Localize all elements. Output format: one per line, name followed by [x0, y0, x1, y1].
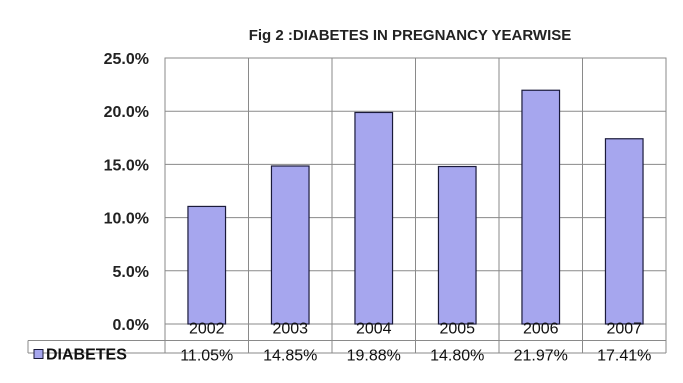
- x-tick-label: 2003: [272, 321, 308, 338]
- y-tick-label: 10.0%: [104, 211, 149, 228]
- y-tick-label: 25.0%: [104, 51, 149, 68]
- bar-2004: [354, 111, 394, 325]
- legend-label: DIABETES: [46, 347, 127, 364]
- data-table: 2002 2003 2004 2005 2006 2007 DIABETES 11.05% 14…: [27, 321, 666, 365]
- data-table-cell: 11.05%: [180, 348, 233, 365]
- chart-title: Fig 2 :DIABETES IN PREGNANCY YEARWISE: [249, 27, 572, 44]
- x-tick-label: 2005: [439, 321, 475, 338]
- data-table-cell: 19.88%: [347, 348, 401, 365]
- data-table-cell: 14.85%: [263, 348, 317, 365]
- y-tick-label: 15.0%: [104, 157, 149, 174]
- x-tick-label: 2002: [189, 321, 225, 338]
- legend-swatch: [33, 349, 44, 359]
- x-tick-label: 2007: [606, 321, 642, 338]
- y-axis-ticks: 0.0% 5.0% 10.0% 15.0% 20.0% 25.0%: [104, 51, 149, 334]
- bar-2002: [187, 205, 227, 325]
- data-table-cell: 21.97%: [514, 348, 568, 365]
- data-table-cell: 17.41%: [597, 348, 651, 365]
- data-table-cell: 14.80%: [430, 348, 484, 365]
- x-tick-label: 2004: [356, 321, 392, 338]
- y-tick-label: 20.0%: [104, 104, 149, 121]
- gridlines: [164, 57, 667, 353]
- y-tick-label: 0.0%: [113, 317, 149, 334]
- bar-2006: [521, 89, 561, 325]
- bar-2003: [270, 165, 310, 325]
- bars: [187, 89, 644, 325]
- bar-2007: [604, 138, 644, 325]
- bar-2005: [437, 165, 477, 325]
- x-tick-label: 2006: [523, 321, 559, 338]
- y-tick-label: 5.0%: [113, 264, 149, 281]
